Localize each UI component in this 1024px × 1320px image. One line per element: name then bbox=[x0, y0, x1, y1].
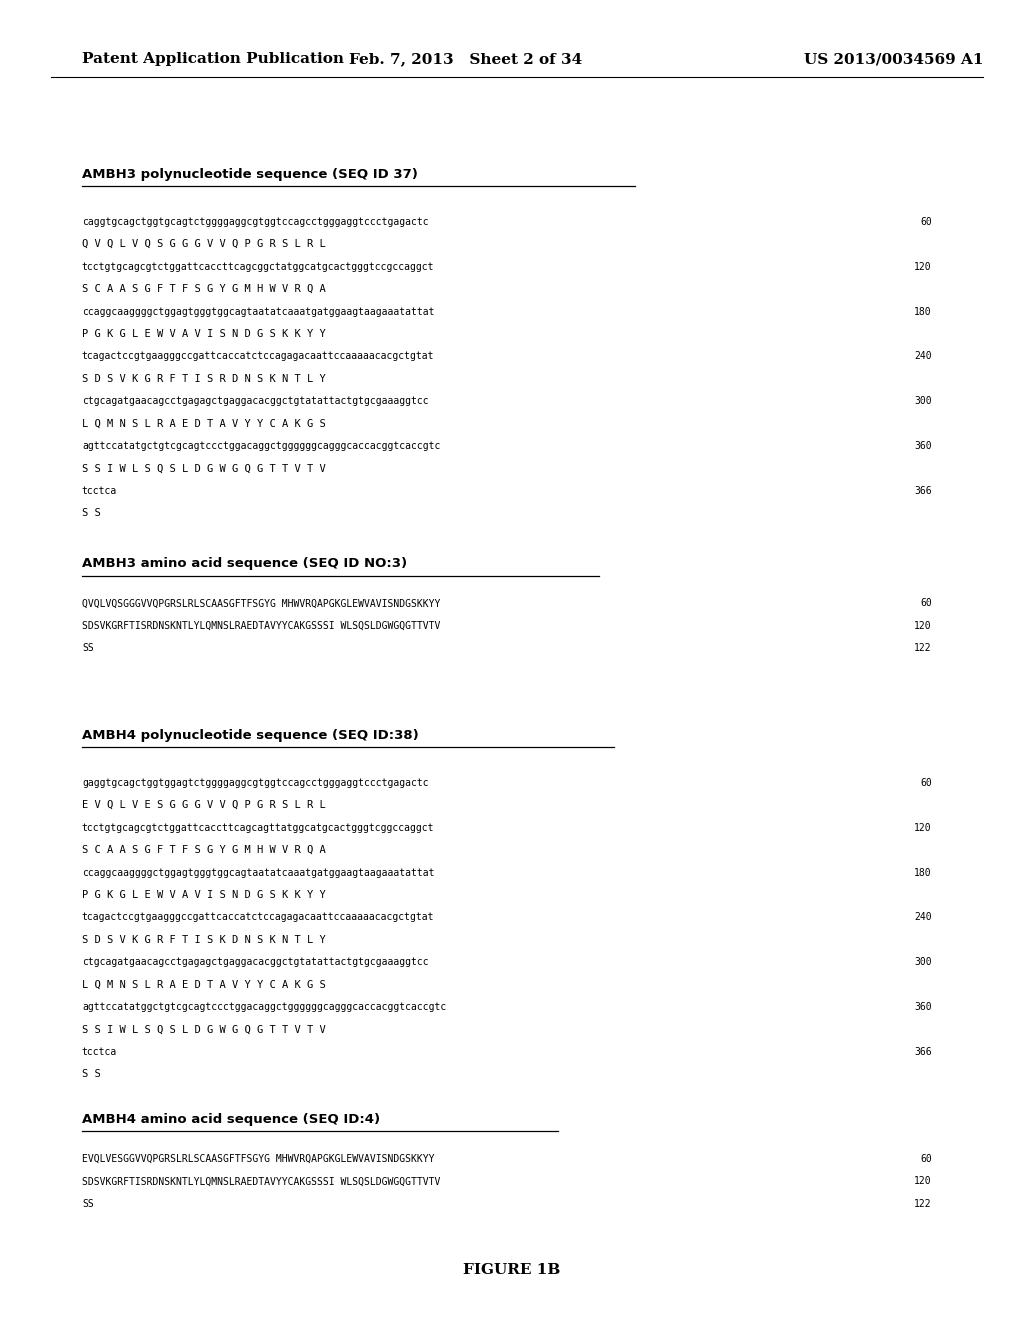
Text: 300: 300 bbox=[914, 957, 932, 968]
Text: SS: SS bbox=[82, 643, 93, 653]
Text: ctgcagatgaacagcctgagagctgaggacacggctgtatattactgtgcgaaaggtcc: ctgcagatgaacagcctgagagctgaggacacggctgtat… bbox=[82, 957, 429, 968]
Text: 360: 360 bbox=[914, 441, 932, 451]
Text: tcctgtgcagcgtctggattcaccttcagcagttatggcatgcactgggtcggccaggct: tcctgtgcagcgtctggattcaccttcagcagttatggca… bbox=[82, 822, 434, 833]
Text: agttccatatggctgtcgcagtccctggacaggctggggggcagggcaccacggtcaccgtc: agttccatatggctgtcgcagtccctggacaggctggggg… bbox=[82, 1002, 446, 1012]
Text: Feb. 7, 2013   Sheet 2 of 34: Feb. 7, 2013 Sheet 2 of 34 bbox=[349, 53, 583, 66]
Text: US 2013/0034569 A1: US 2013/0034569 A1 bbox=[804, 53, 983, 66]
Text: tcctca: tcctca bbox=[82, 1047, 117, 1057]
Text: L Q M N S L R A E D T A V Y Y C A K G S: L Q M N S L R A E D T A V Y Y C A K G S bbox=[82, 418, 326, 429]
Text: 180: 180 bbox=[914, 306, 932, 317]
Text: caggtgcagctggtgcagtctggggaggcgtggtccagcctgggaggtccctgagactc: caggtgcagctggtgcagtctggggaggcgtggtccagcc… bbox=[82, 216, 429, 227]
Text: Q V Q L V Q S G G G V V Q P G R S L R L: Q V Q L V Q S G G G V V Q P G R S L R L bbox=[82, 239, 326, 249]
Text: P G K G L E W V A V I S N D G S K K Y Y: P G K G L E W V A V I S N D G S K K Y Y bbox=[82, 890, 326, 900]
Text: 240: 240 bbox=[914, 351, 932, 362]
Text: S S: S S bbox=[82, 1069, 100, 1080]
Text: L Q M N S L R A E D T A V Y Y C A K G S: L Q M N S L R A E D T A V Y Y C A K G S bbox=[82, 979, 326, 990]
Text: 60: 60 bbox=[921, 1154, 932, 1164]
Text: S S I W L S Q S L D G W G Q G T T V T V: S S I W L S Q S L D G W G Q G T T V T V bbox=[82, 463, 326, 474]
Text: 122: 122 bbox=[914, 643, 932, 653]
Text: 60: 60 bbox=[921, 598, 932, 609]
Text: 120: 120 bbox=[914, 261, 932, 272]
Text: 120: 120 bbox=[914, 620, 932, 631]
Text: S S I W L S Q S L D G W G Q G T T V T V: S S I W L S Q S L D G W G Q G T T V T V bbox=[82, 1024, 326, 1035]
Text: S C A A S G F T F S G Y G M H W V R Q A: S C A A S G F T F S G Y G M H W V R Q A bbox=[82, 284, 326, 294]
Text: ctgcagatgaacagcctgagagctgaggacacggctgtatattactgtgcgaaaggtcc: ctgcagatgaacagcctgagagctgaggacacggctgtat… bbox=[82, 396, 429, 407]
Text: 120: 120 bbox=[914, 822, 932, 833]
Text: 120: 120 bbox=[914, 1176, 932, 1187]
Text: FIGURE 1B: FIGURE 1B bbox=[463, 1263, 561, 1276]
Text: 122: 122 bbox=[914, 1199, 932, 1209]
Text: 366: 366 bbox=[914, 486, 932, 496]
Text: S D S V K G R F T I S K D N S K N T L Y: S D S V K G R F T I S K D N S K N T L Y bbox=[82, 935, 326, 945]
Text: 366: 366 bbox=[914, 1047, 932, 1057]
Text: EVQLVESGGVVQPGRSLRLSCAASGFTFSGYG MHWVRQAPGKGLEWVAVISNDGSKKYY: EVQLVESGGVVQPGRSLRLSCAASGFTFSGYG MHWVRQA… bbox=[82, 1154, 434, 1164]
Text: P G K G L E W V A V I S N D G S K K Y Y: P G K G L E W V A V I S N D G S K K Y Y bbox=[82, 329, 326, 339]
Text: AMBH3 polynucleotide sequence (SEQ ID 37): AMBH3 polynucleotide sequence (SEQ ID 37… bbox=[82, 168, 418, 181]
Text: 60: 60 bbox=[921, 777, 932, 788]
Text: Patent Application Publication: Patent Application Publication bbox=[82, 53, 344, 66]
Text: AMBH4 polynucleotide sequence (SEQ ID:38): AMBH4 polynucleotide sequence (SEQ ID:38… bbox=[82, 729, 419, 742]
Text: 180: 180 bbox=[914, 867, 932, 878]
Text: 60: 60 bbox=[921, 216, 932, 227]
Text: tcagactccgtgaagggccgattcaccatctccagagacaattccaaaaacacgctgtat: tcagactccgtgaagggccgattcaccatctccagagaca… bbox=[82, 351, 434, 362]
Text: S D S V K G R F T I S R D N S K N T L Y: S D S V K G R F T I S R D N S K N T L Y bbox=[82, 374, 326, 384]
Text: tcctgtgcagcgtctggattcaccttcagcggctatggcatgcactgggtccgccaggct: tcctgtgcagcgtctggattcaccttcagcggctatggca… bbox=[82, 261, 434, 272]
Text: ccaggcaaggggctggagtgggtggcagtaatatcaaatgatggaagtaagaaatattat: ccaggcaaggggctggagtgggtggcagtaatatcaaatg… bbox=[82, 867, 434, 878]
Text: AMBH3 amino acid sequence (SEQ ID NO:3): AMBH3 amino acid sequence (SEQ ID NO:3) bbox=[82, 557, 408, 570]
Text: AMBH4 amino acid sequence (SEQ ID:4): AMBH4 amino acid sequence (SEQ ID:4) bbox=[82, 1113, 380, 1126]
Text: 300: 300 bbox=[914, 396, 932, 407]
Text: SDSVKGRFTISRDNSKNTLYLQMNSLRAEDTAVYYCAKGSSSI WLSQSLDGWGQGTTVTV: SDSVKGRFTISRDNSKNTLYLQMNSLRAEDTAVYYCAKGS… bbox=[82, 1176, 440, 1187]
Text: ccaggcaaggggctggagtgggtggcagtaatatcaaatgatggaagtaagaaatattat: ccaggcaaggggctggagtgggtggcagtaatatcaaatg… bbox=[82, 306, 434, 317]
Text: SDSVKGRFTISRDNSKNTLYLQMNSLRAEDTAVYYCAKGSSSI WLSQSLDGWGQGTTVTV: SDSVKGRFTISRDNSKNTLYLQMNSLRAEDTAVYYCAKGS… bbox=[82, 620, 440, 631]
Text: 360: 360 bbox=[914, 1002, 932, 1012]
Text: tcagactccgtgaagggccgattcaccatctccagagacaattccaaaaacacgctgtat: tcagactccgtgaagggccgattcaccatctccagagaca… bbox=[82, 912, 434, 923]
Text: S C A A S G F T F S G Y G M H W V R Q A: S C A A S G F T F S G Y G M H W V R Q A bbox=[82, 845, 326, 855]
Text: gaggtgcagctggtggagtctggggaggcgtggtccagcctgggaggtccctgagactc: gaggtgcagctggtggagtctggggaggcgtggtccagcc… bbox=[82, 777, 429, 788]
Text: 240: 240 bbox=[914, 912, 932, 923]
Text: SS: SS bbox=[82, 1199, 93, 1209]
Text: E V Q L V E S G G G V V Q P G R S L R L: E V Q L V E S G G G V V Q P G R S L R L bbox=[82, 800, 326, 810]
Text: tcctca: tcctca bbox=[82, 486, 117, 496]
Text: QVQLVQSGGGVVQPGRSLRLSCAASGFTFSGYG MHWVRQAPGKGLEWVAVISNDGSKKYY: QVQLVQSGGGVVQPGRSLRLSCAASGFTFSGYG MHWVRQ… bbox=[82, 598, 440, 609]
Text: S S: S S bbox=[82, 508, 100, 519]
Text: agttccatatgctgtcgcagtccctggacaggctggggggcagggcaccacggtcaccgtc: agttccatatgctgtcgcagtccctggacaggctgggggg… bbox=[82, 441, 440, 451]
